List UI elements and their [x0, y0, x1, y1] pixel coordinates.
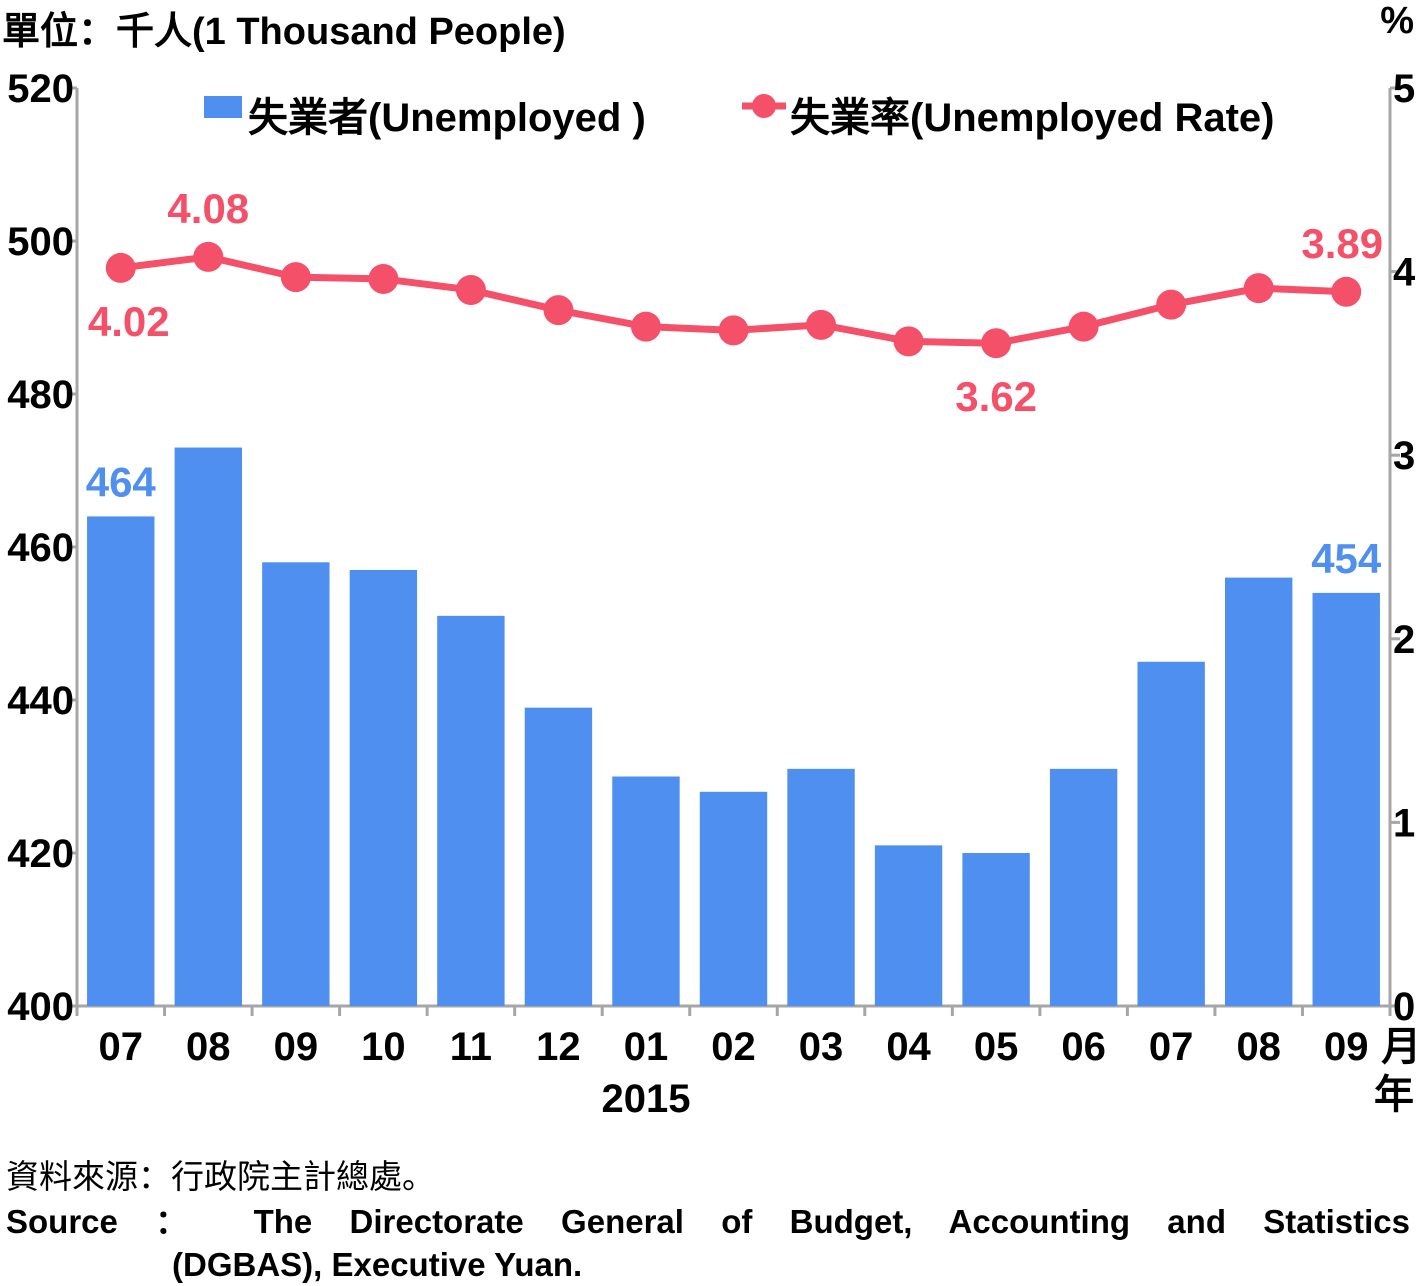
legend: 失業者(Unemployed ) 失業率(Unemployed Rate)	[204, 94, 1275, 140]
rate-point	[1243, 273, 1274, 304]
left-tick-label: 520	[7, 67, 74, 111]
bar	[262, 562, 330, 1006]
x-tick-label: 08	[186, 1025, 231, 1069]
source-chinese: 資料來源：行政院主計總處。	[6, 1158, 435, 1195]
line-series	[105, 241, 1362, 359]
bar-series	[87, 447, 1380, 1006]
left-tick-label: 500	[7, 220, 74, 264]
source-english: Source ： The Directorate General of Budg…	[6, 1203, 1410, 1240]
x-tick-label: 10	[361, 1025, 406, 1069]
rate-point	[368, 263, 399, 294]
left-tick-label: 400	[7, 985, 74, 1029]
right-tick-label: 1	[1393, 801, 1415, 845]
right-tick-label: 2	[1393, 618, 1415, 662]
source-english-continued: (DGBAS), Executive Yuan.	[172, 1246, 583, 1283]
rate-data-label: 4.02	[88, 298, 170, 345]
bar	[787, 768, 855, 1006]
rate-point	[455, 274, 486, 305]
left-tick-label: 440	[7, 679, 74, 723]
right-tick-label: 5	[1393, 67, 1415, 111]
x-tick-label: 09	[1324, 1025, 1369, 1069]
x-month-suffix: 月	[1381, 1025, 1418, 1069]
x-tick-label: 09	[274, 1025, 319, 1069]
bar	[174, 447, 243, 1006]
x-tick-label: 07	[1149, 1025, 1194, 1069]
rate-point	[193, 241, 224, 272]
rate-point	[630, 311, 661, 342]
rate-data-label: 3.89	[1301, 220, 1383, 267]
left-axis-unit: 單位：千人(1 Thousand People)	[2, 11, 566, 53]
right-tick-label: 0	[1393, 985, 1415, 1029]
bar	[699, 791, 768, 1006]
rate-data-label: 3.62	[955, 373, 1037, 420]
rate-point	[1156, 289, 1187, 320]
bar	[1049, 768, 1118, 1006]
bar	[524, 707, 593, 1006]
rate-point	[1068, 311, 1099, 342]
x-tick-label: 01	[624, 1025, 669, 1069]
rate-point	[893, 326, 924, 357]
left-tick-label: 420	[7, 832, 74, 876]
legend-bar-label: 失業者(Unemployed )	[248, 96, 646, 140]
bar	[87, 516, 155, 1006]
right-tick-label: 3	[1393, 434, 1415, 478]
rate-point	[718, 315, 749, 346]
legend-line-marker	[752, 94, 776, 118]
x-year-word: 年	[1374, 1073, 1414, 1117]
legend-line-label: 失業率(Unemployed Rate)	[790, 96, 1275, 140]
bar	[349, 569, 418, 1006]
left-tick-label: 480	[7, 373, 74, 417]
bar	[612, 776, 680, 1006]
bar	[437, 615, 505, 1006]
bar	[874, 845, 943, 1006]
rate-point	[105, 252, 136, 283]
x-tick-label: 07	[99, 1025, 144, 1069]
x-tick-label: 06	[1061, 1025, 1106, 1069]
rate-data-label: 4.08	[167, 185, 249, 232]
right-tick-label: 4	[1393, 251, 1416, 295]
rate-point	[806, 309, 837, 340]
rate-point	[543, 295, 574, 326]
x-tick-label: 08	[1236, 1025, 1281, 1069]
rate-point	[1331, 276, 1362, 307]
x-tick-label: 03	[799, 1025, 844, 1069]
legend-bar-swatch	[204, 96, 242, 118]
x-tick-label: 11	[450, 1025, 492, 1069]
rate-point	[981, 328, 1012, 359]
bar	[1312, 592, 1380, 1006]
rate-point	[280, 262, 311, 293]
x-tick-label: 12	[536, 1025, 581, 1069]
bar-data-label: 464	[86, 458, 157, 505]
data-labels: 464 454 4.02 4.08 3.62 3.89	[86, 185, 1383, 582]
bar	[1137, 661, 1205, 1006]
x-tick-label: 05	[974, 1025, 1019, 1069]
right-axis-unit: %	[1380, 0, 1414, 42]
bar	[962, 853, 1030, 1006]
bar-data-label: 454	[1311, 535, 1382, 582]
left-tick-label: 460	[7, 526, 74, 570]
x-tick-label: 04	[886, 1025, 931, 1069]
x-tick-label: 02	[711, 1025, 756, 1069]
x-year-label: 2015	[601, 1077, 690, 1121]
bar	[1224, 577, 1293, 1006]
